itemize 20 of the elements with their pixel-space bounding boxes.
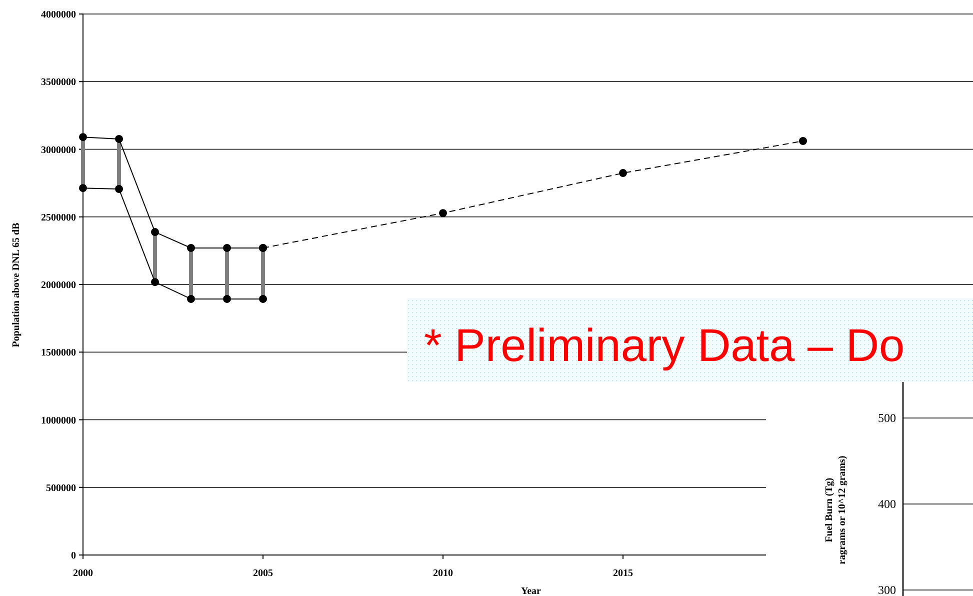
annotation: 500 xyxy=(878,411,896,425)
y-tick-label: 0 xyxy=(71,550,76,562)
y-tick-label: 2000000 xyxy=(41,280,76,291)
y-tick-label: 500000 xyxy=(46,482,76,494)
x-tick-label: 2005 xyxy=(253,568,273,579)
y-axis-title: Population above DNL 65 dB xyxy=(11,222,22,348)
y-tick-label: 3000000 xyxy=(41,144,76,156)
x-tick-label: 2010 xyxy=(433,568,453,579)
text: 300 xyxy=(878,583,896,596)
y-tick-label: 4000000 xyxy=(41,10,76,20)
y-tick-label: 3500000 xyxy=(41,77,76,88)
y-tick-label: 1500000 xyxy=(41,348,76,359)
x-tick-label: 2015 xyxy=(613,568,633,579)
annotation: 400 xyxy=(878,497,896,511)
text: Fuel Burn (Tg) ragrams or 10^12 grams) xyxy=(824,456,848,564)
x-axis-title: Year xyxy=(521,586,542,596)
y-tick-label: 2500000 xyxy=(41,212,76,224)
y-tick-label: 1000000 xyxy=(41,415,76,426)
x-tick-label: 2000 xyxy=(73,568,93,579)
annotation: * Preliminary Data – Do xyxy=(424,319,905,371)
